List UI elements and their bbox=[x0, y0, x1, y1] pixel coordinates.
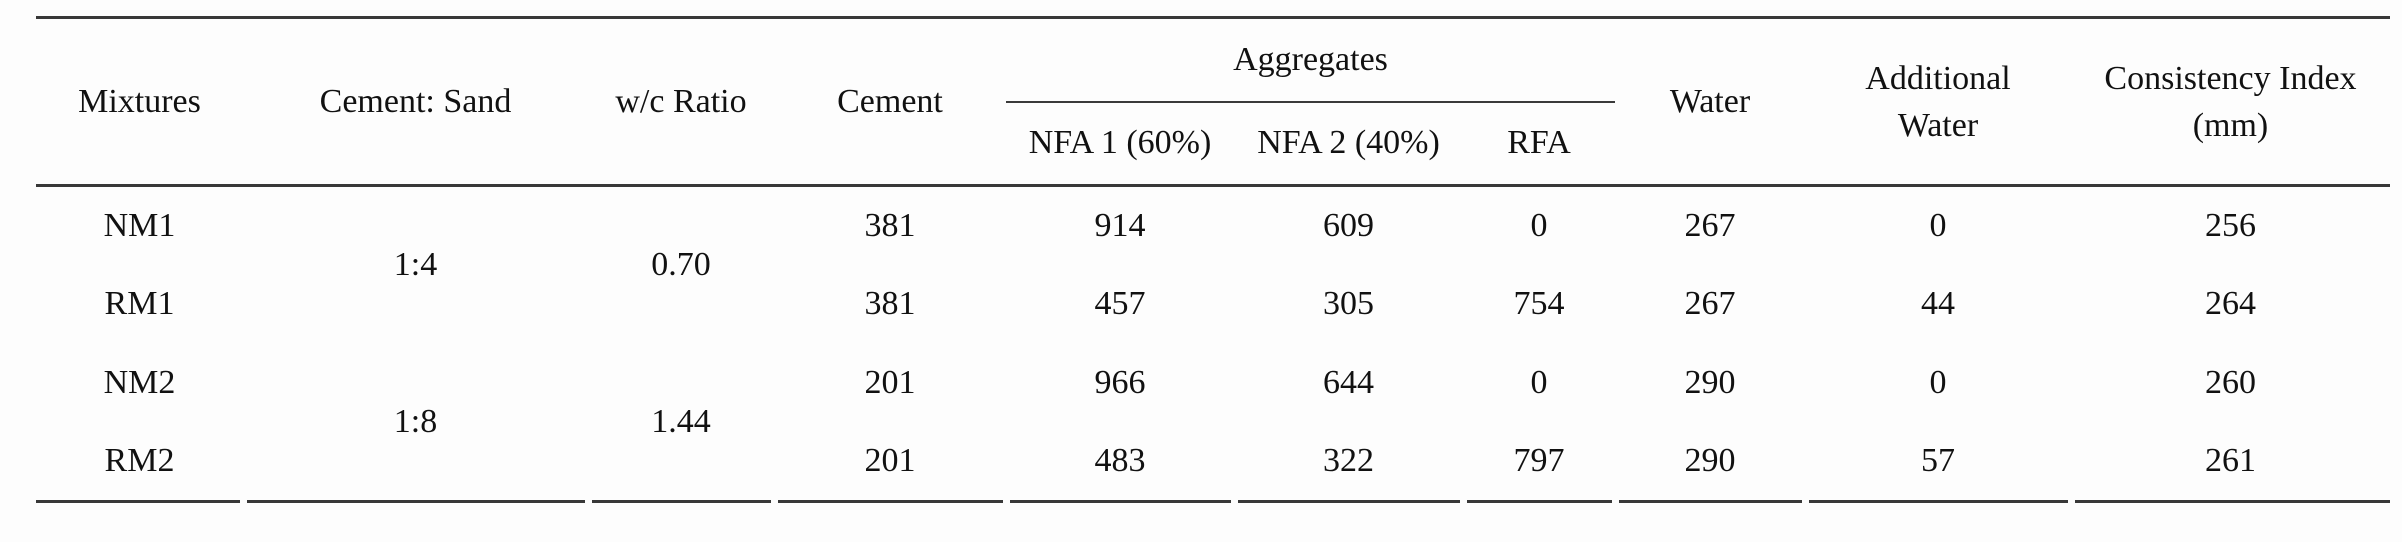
cell-cement: 381 bbox=[864, 285, 916, 322]
header-cell-aggregates-group: Aggregates bbox=[1006, 16, 1615, 103]
cell-nfa2: 609 bbox=[1323, 206, 1374, 244]
header-cell-wc-ratio: w/c Ratio bbox=[588, 16, 774, 187]
cell-water: 267 bbox=[1684, 285, 1736, 322]
header-cell-consistency-index: Consistency Index (mm) bbox=[2071, 16, 2390, 187]
cell-mixture: NM2 bbox=[103, 364, 176, 401]
cell-mixture: RM1 bbox=[104, 285, 175, 322]
header-cell-cement-sand: Cement: Sand bbox=[243, 16, 588, 187]
cell-cement-sand-group1: 1:4 bbox=[393, 246, 438, 284]
cell-nfa1: 483 bbox=[1006, 422, 1234, 503]
cell-additional-water: 44 bbox=[1921, 285, 1955, 322]
mix-proportions-table: Mixtures Cement: Sand w/c Ratio Cement A… bbox=[36, 16, 2390, 503]
table-row-nm1: NM1 1:4 0.70 381 914 609 0 267 0 256 bbox=[36, 186, 2390, 284]
header-additional-water-line2: Water bbox=[1897, 106, 1979, 144]
header-consistency-index-line2: (mm) bbox=[2192, 106, 2269, 144]
cell-nfa1: 457 bbox=[1094, 285, 1146, 322]
cell-wc-ratio-group2: 1.44 bbox=[588, 343, 774, 503]
header-consistency-index-line1: Consistency Index bbox=[2104, 59, 2357, 97]
cell-water: 267 bbox=[1684, 206, 1736, 244]
cell-mixture: NM1 bbox=[103, 206, 176, 244]
cell-rfa: 0 bbox=[1530, 206, 1548, 244]
bottom-rule-gap bbox=[2068, 498, 2075, 510]
bottom-rule-gap bbox=[771, 498, 778, 510]
bottom-rule-gap bbox=[1612, 498, 1619, 510]
cell-consistency-index: 264 bbox=[2205, 285, 2256, 322]
header-cell-cement: Cement bbox=[774, 16, 1006, 187]
table-row-rm1: RM1 381 457 305 754 267 44 264 bbox=[36, 265, 2390, 344]
bottom-rule-gap bbox=[1802, 498, 1809, 510]
cell-mixture: RM2 bbox=[36, 422, 243, 503]
header-cell-nfa2: NFA 2 (40%) bbox=[1234, 101, 1463, 187]
bottom-rule-gap bbox=[1003, 498, 1010, 510]
cell-additional-water: 0 bbox=[1929, 364, 1947, 401]
cell-nfa1: 914 bbox=[1094, 206, 1146, 244]
header-cell-water: Water bbox=[1615, 16, 1805, 187]
cell-rfa: 797 bbox=[1463, 422, 1615, 503]
bottom-rule-gap bbox=[585, 498, 592, 510]
header-cell-rfa: RFA bbox=[1463, 101, 1615, 187]
table-row-rm2: RM2 201 483 322 797 290 57 261 bbox=[36, 422, 2390, 503]
cell-consistency-index: 261 bbox=[2071, 422, 2390, 503]
cell-cement: 201 bbox=[864, 364, 916, 401]
cell-rfa: 0 bbox=[1530, 364, 1548, 401]
cell-nfa2: 644 bbox=[1323, 364, 1374, 401]
header-additional-water-line1: Additional bbox=[1865, 59, 2011, 97]
header-row-top: Mixtures Cement: Sand w/c Ratio Cement A… bbox=[36, 16, 2390, 187]
bottom-rule-gap bbox=[1460, 498, 1467, 510]
header-cell-nfa1: NFA 1 (60%) bbox=[1006, 101, 1234, 187]
header-row-sub: NFA 1 (60%) NFA 2 (40%) RFA bbox=[36, 101, 2390, 187]
cell-nfa1: 966 bbox=[1094, 364, 1146, 401]
cell-additional-water: 57 bbox=[1805, 422, 2071, 503]
cell-cement-sand-group2: 1:8 bbox=[243, 343, 588, 503]
cell-rfa: 754 bbox=[1513, 285, 1565, 322]
cell-cement: 381 bbox=[864, 206, 916, 244]
cell-water: 290 bbox=[1615, 422, 1805, 503]
header-cell-additional-water: Additional Water bbox=[1805, 16, 2071, 187]
bottom-rule-gap bbox=[240, 498, 247, 510]
table-row-nm2: NM2 1:8 1.44 201 966 644 0 290 0 260 bbox=[36, 343, 2390, 503]
cell-nfa2: 305 bbox=[1323, 285, 1374, 322]
cell-cement: 201 bbox=[774, 422, 1006, 503]
cell-nfa2: 322 bbox=[1234, 422, 1463, 503]
cell-water: 290 bbox=[1684, 364, 1736, 401]
bottom-rule-gap bbox=[1231, 498, 1238, 510]
cell-consistency-index: 260 bbox=[2205, 364, 2256, 401]
header-cell-mixtures: Mixtures bbox=[36, 16, 243, 187]
cell-wc-ratio-group1: 0.70 bbox=[651, 246, 711, 284]
cell-consistency-index: 256 bbox=[2205, 206, 2256, 244]
cell-additional-water: 0 bbox=[1929, 206, 1947, 244]
